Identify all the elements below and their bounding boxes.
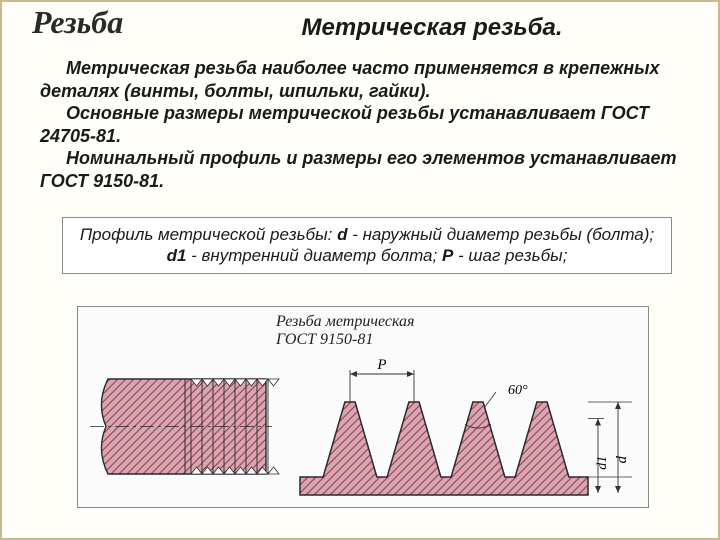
symbol-d1: d1 <box>167 246 187 265</box>
paragraph: Основные размеры метрической резьбы уста… <box>40 102 680 147</box>
diagram-label-line: ГОСТ 9150-81 <box>276 331 373 348</box>
slide: Резьба Метрическая резьба. Метрическая р… <box>0 0 720 540</box>
diagram-label: Резьба метрическая ГОСТ 9150-81 <box>276 313 414 348</box>
svg-text:60°: 60° <box>508 383 528 398</box>
callout-text: - наружный диаметр резьбы (болта); <box>347 225 654 244</box>
symbol-p: P <box>442 246 453 265</box>
page-title: Метрическая резьба. <box>182 14 682 42</box>
symbol-d: d <box>337 225 347 244</box>
callout-text: - шаг резьбы; <box>453 246 567 265</box>
callout-text: Профиль метрической резьбы: <box>80 225 337 244</box>
slide-corner-title: Резьба <box>32 4 123 41</box>
callout-box: Профиль метрической резьбы: d - наружный… <box>62 217 672 274</box>
svg-text:d: d <box>614 456 630 464</box>
svg-text:d1: d1 <box>595 456 610 470</box>
body-text: Метрическая резьба наиболее часто примен… <box>40 57 680 192</box>
svg-text:P: P <box>376 357 386 373</box>
diagram-label-line: Резьба метрическая <box>276 313 414 330</box>
paragraph: Номинальный профиль и размеры его элемен… <box>40 147 680 192</box>
diagram-frame: Резьба метрическая ГОСТ 9150-81 P 60° d d1 <box>77 306 649 508</box>
callout-text: - внутренний диаметр болта; <box>186 246 442 265</box>
paragraph: Метрическая резьба наиболее часто примен… <box>40 57 680 102</box>
